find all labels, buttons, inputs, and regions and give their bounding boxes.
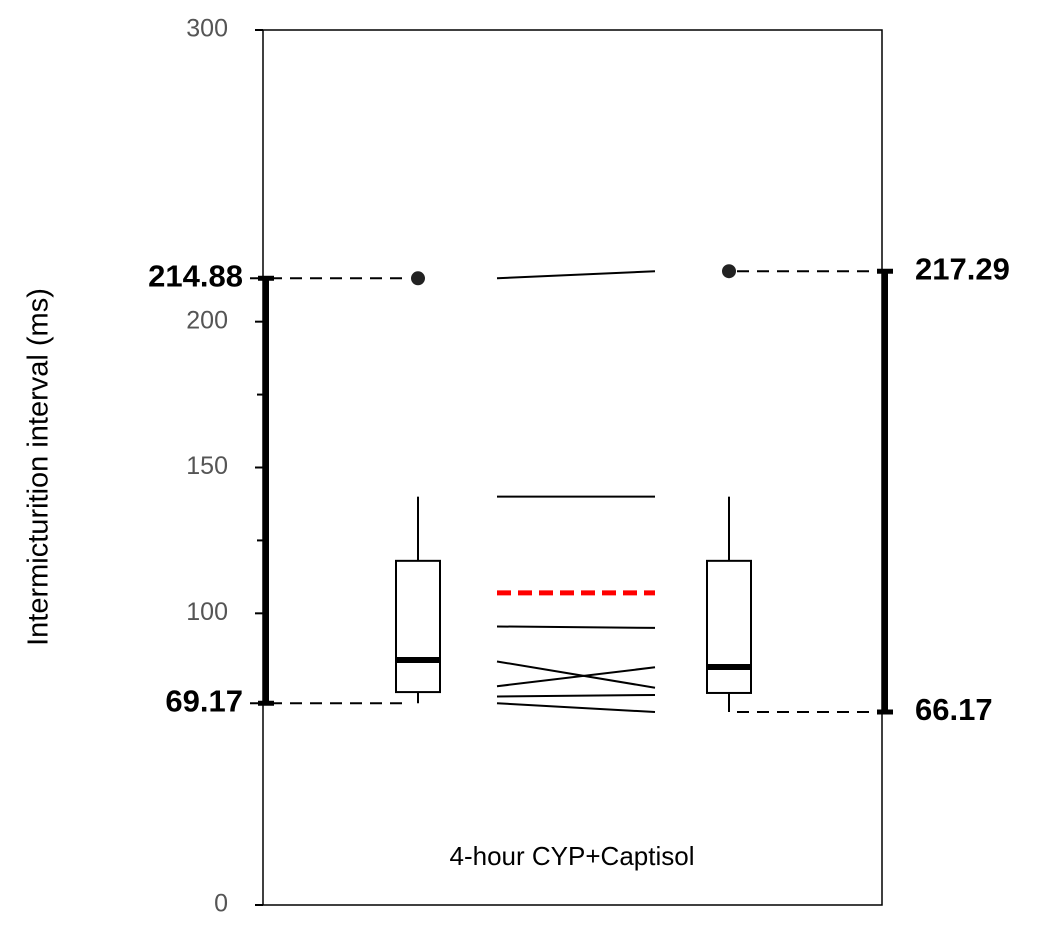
pair-line [496, 270, 656, 280]
pair-line [496, 625, 656, 629]
outlier [411, 271, 425, 286]
outlier [722, 264, 736, 279]
pair-line [496, 694, 656, 698]
plot-frame [262, 29, 883, 906]
pair-line [496, 660, 656, 689]
y-tick-label: 0 [214, 890, 228, 918]
box [395, 559, 441, 694]
range-label: 214.88 [148, 258, 243, 293]
y-tick-label: 100 [186, 598, 228, 626]
y-tick-label: 300 [186, 15, 228, 43]
range-label: 217.29 [915, 251, 1010, 286]
y-axis-label: Intermicturition interval (ms) [23, 288, 55, 646]
range-label: 66.17 [915, 692, 993, 727]
pair-line [496, 666, 656, 688]
pair-line [496, 702, 656, 714]
y-tick-label: 200 [186, 306, 228, 334]
y-tick-label: 150 [186, 452, 228, 480]
box [706, 559, 752, 694]
annotation: 4-hour CYP+Captisol [450, 841, 695, 871]
range-label: 69.17 [165, 683, 243, 718]
